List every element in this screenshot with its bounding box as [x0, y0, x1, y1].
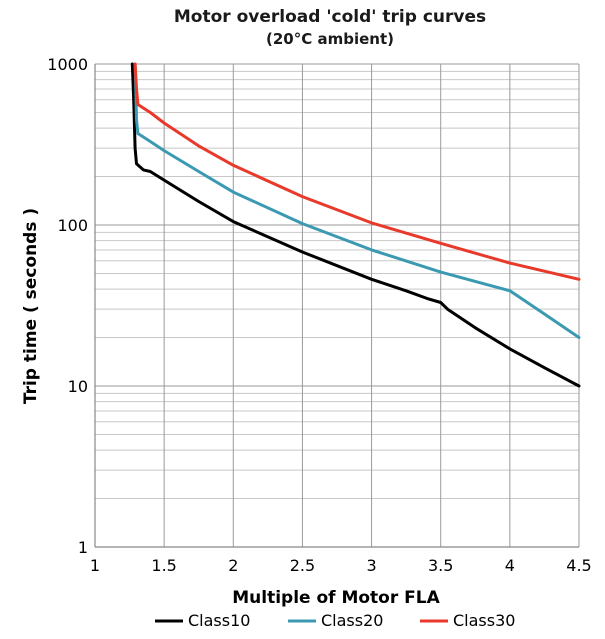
plot-grid [94, 63, 580, 548]
legend-label: Class10 [188, 611, 250, 630]
legend-label: Class20 [321, 611, 383, 630]
y-tick-label: 1000 [47, 55, 88, 74]
y-axis-title: Trip time ( seconds ) [21, 208, 41, 404]
x-axis-title: Multiple of Motor FLA [232, 588, 440, 608]
chart-subtitle: (20°C ambient) [266, 30, 394, 48]
x-tick-label: 4 [505, 556, 515, 575]
x-tick-label: 3 [366, 556, 376, 575]
y-tick-label: 1 [78, 538, 88, 557]
y-tick-label: 10 [68, 377, 88, 396]
x-tick-labels: 1 1.5 2 2.5 3 3.5 4 4.5 [90, 556, 592, 575]
y-tick-labels: 1 10 100 1000 [47, 55, 88, 557]
series-line-class30 [133, 62, 581, 281]
series-line-class10 [130, 62, 581, 388]
x-tick-label: 3.5 [428, 556, 453, 575]
x-tick-label: 2.5 [290, 556, 315, 575]
x-tick-label: 4.5 [566, 556, 591, 575]
series-line-class20 [133, 62, 581, 339]
x-tick-label: 1 [90, 556, 100, 575]
x-tick-label: 2 [228, 556, 238, 575]
legend-label: Class30 [453, 611, 515, 630]
y-tick-label: 100 [57, 216, 88, 235]
legend: Class10 Class20 Class30 [155, 611, 515, 630]
series-lines [130, 62, 581, 388]
x-tick-label: 1.5 [151, 556, 176, 575]
chart-title: Motor overload 'cold' trip curves [174, 7, 486, 27]
